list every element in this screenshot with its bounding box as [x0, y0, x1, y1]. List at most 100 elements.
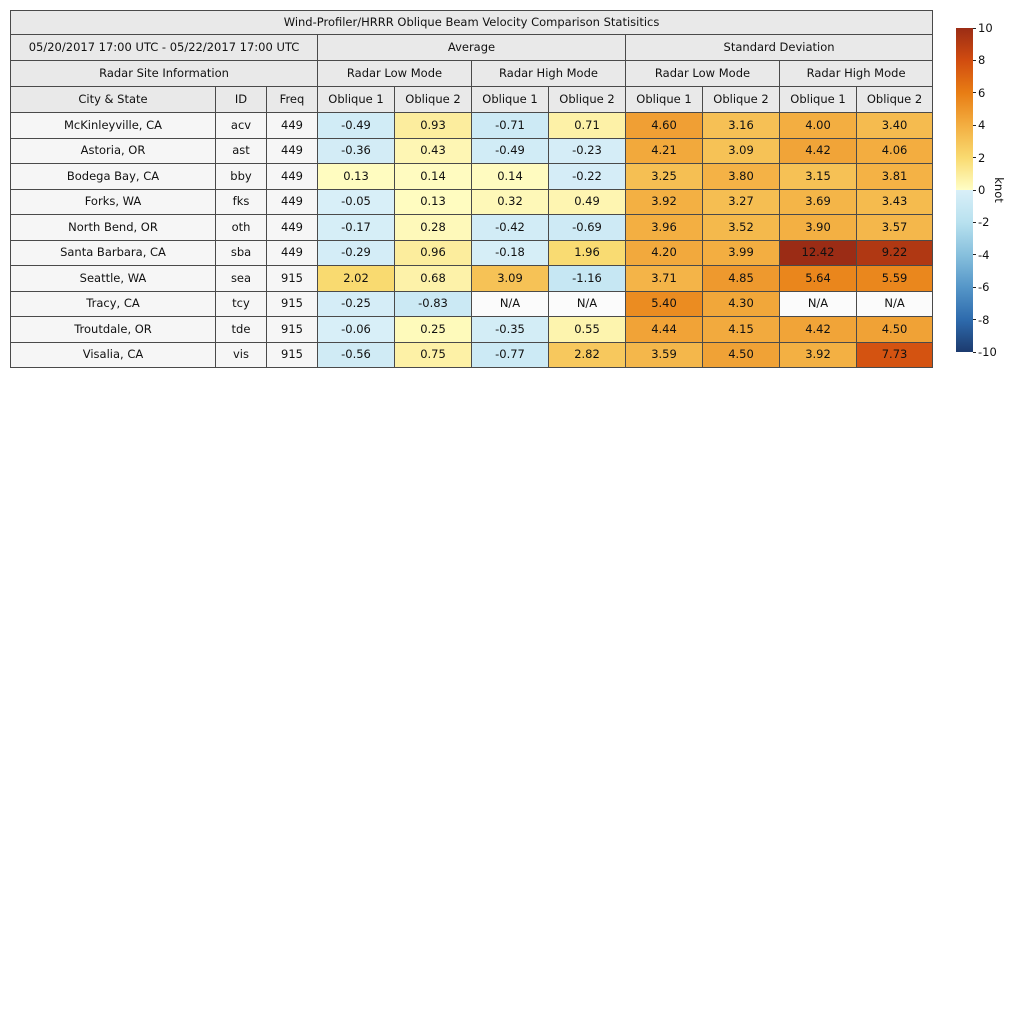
value-cell: 4.42 [779, 316, 857, 343]
colorbar-tick [973, 286, 976, 288]
value-cell: 3.80 [702, 163, 780, 190]
value-cell: 3.92 [625, 188, 703, 215]
value-cell: -0.56 [317, 341, 395, 368]
mode-header-row: Radar Site Information Radar Low Mode Ra… [10, 60, 934, 87]
city-cell: McKinleyville, CA [10, 112, 216, 139]
column-header-row: City & State ID Freq Oblique 1 Oblique 2… [10, 86, 934, 113]
value-cell: 4.15 [702, 316, 780, 343]
value-cell: N/A [548, 290, 626, 317]
value-cell: -1.16 [548, 265, 626, 292]
title-row: Wind-Profiler/HRRR Oblique Beam Velocity… [9, 10, 934, 35]
city-cell: North Bend, OR [10, 214, 216, 241]
mode-header-avg-low: Radar Low Mode [317, 60, 472, 87]
value-cell: 4.50 [855, 316, 934, 343]
table-row: Bodega Bay, CA bby 449 0.13 0.14 0.14 -0.22 3.2… [10, 163, 934, 190]
city-cell: Seattle, WA [10, 265, 216, 292]
value-cell: 3.16 [702, 112, 780, 139]
col-header-oblique-5: Oblique 1 [625, 86, 703, 113]
value-cell: -0.22 [548, 163, 626, 190]
value-cell: 0.68 [394, 265, 472, 292]
col-header-oblique-4: Oblique 2 [548, 86, 626, 113]
value-cell: -0.23 [548, 137, 626, 164]
id-cell: oth [215, 214, 267, 241]
col-header-oblique-6: Oblique 2 [702, 86, 780, 113]
freq-cell: 449 [266, 214, 318, 241]
value-cell: 0.13 [394, 188, 472, 215]
colorbar-tick [973, 124, 976, 126]
value-cell: N/A [855, 290, 934, 317]
value-cell: 0.55 [548, 316, 626, 343]
value-cell: 3.81 [855, 163, 934, 190]
value-cell: -0.49 [317, 112, 395, 139]
table-row: North Bend, OR oth 449 -0.17 0.28 -0.42 -0.69 3… [10, 214, 934, 241]
value-cell: 1.96 [548, 239, 626, 266]
value-cell: 3.25 [625, 163, 703, 190]
value-cell: -0.17 [317, 214, 395, 241]
colorbar-tick-label: 6 [978, 85, 986, 100]
value-cell: -0.69 [548, 214, 626, 241]
freq-cell: 449 [266, 188, 318, 215]
id-cell: bby [215, 163, 267, 190]
table-row: Tracy, CA tcy 915 -0.25 -0.83 N/A N/A 5.40 4.30 N… [10, 290, 934, 317]
value-cell: 4.30 [702, 290, 780, 317]
col-header-city-state: City & State [10, 86, 216, 113]
date-range: 05/20/2017 17:00 UTC - 05/22/2017 17:00 … [10, 34, 318, 61]
value-cell: -0.36 [317, 137, 395, 164]
value-cell: -0.35 [471, 316, 549, 343]
value-cell: 3.90 [779, 214, 857, 241]
value-cell: 2.02 [317, 265, 395, 292]
colorbar-tick-label: 4 [978, 118, 986, 133]
value-cell: 3.71 [625, 265, 703, 292]
table-row: McKinleyville, CA acv 449 -0.49 0.93 -0.71 0.7… [10, 112, 934, 139]
value-cell: 3.69 [779, 188, 857, 215]
value-cell: 3.57 [855, 214, 934, 241]
freq-cell: 915 [266, 265, 318, 292]
value-cell: 4.06 [855, 137, 934, 164]
value-cell: 4.60 [625, 112, 703, 139]
value-cell: 0.28 [394, 214, 472, 241]
id-cell: acv [215, 112, 267, 139]
city-cell: Astoria, OR [10, 137, 216, 164]
colorbar-tick-label: 0 [978, 183, 986, 197]
colorbar-tick [973, 319, 976, 321]
freq-cell: 915 [266, 290, 318, 317]
value-cell: 3.59 [625, 341, 703, 368]
table-row: Forks, WA fks 449 -0.05 0.13 0.32 0.49 3.92 3.27… [10, 188, 934, 215]
value-cell: 3.27 [702, 188, 780, 215]
col-header-oblique-2: Oblique 2 [394, 86, 472, 113]
value-cell: 4.44 [625, 316, 703, 343]
value-cell: -0.71 [471, 112, 549, 139]
col-header-id: ID [215, 86, 267, 113]
freq-cell: 915 [266, 341, 318, 368]
colorbar-tick-label: -6 [978, 280, 990, 295]
stats-table: Wind-Profiler/HRRR Oblique Beam Velocity… [9, 10, 934, 368]
colorbar-tick [973, 92, 976, 94]
value-cell: 4.50 [702, 341, 780, 368]
value-cell: 5.59 [855, 265, 934, 292]
colorbar-tick-label: -2 [978, 215, 990, 230]
value-cell: -0.83 [394, 290, 472, 317]
group-header-average: Average [317, 34, 626, 61]
col-header-oblique-1: Oblique 1 [317, 86, 395, 113]
freq-cell: 449 [266, 239, 318, 266]
value-cell: 3.09 [702, 137, 780, 164]
value-cell: 0.13 [317, 163, 395, 190]
city-cell: Visalia, CA [10, 341, 216, 368]
colorbar-tick-label: -10 [978, 345, 997, 359]
value-cell: -0.05 [317, 188, 395, 215]
table-row: Santa Barbara, CA sba 449 -0.29 0.96 -0.18 1.9… [10, 239, 934, 266]
value-cell: 2.82 [548, 341, 626, 368]
mode-header-std-low: Radar Low Mode [625, 60, 780, 87]
colorbar-tick [973, 27, 976, 29]
value-cell: 0.14 [471, 163, 549, 190]
col-header-freq: Freq [266, 86, 318, 113]
colorbar-tick-label: 10 [978, 21, 993, 35]
table-row: Seattle, WA sea 915 2.02 0.68 3.09 -1.16 3.71 4.… [10, 265, 934, 292]
mode-header-avg-high: Radar High Mode [471, 60, 626, 87]
colorbar-tick-label: -8 [978, 312, 990, 327]
value-cell: -0.77 [471, 341, 549, 368]
city-cell: Forks, WA [10, 188, 216, 215]
freq-cell: 449 [266, 163, 318, 190]
mode-header-std-high: Radar High Mode [778, 60, 934, 87]
